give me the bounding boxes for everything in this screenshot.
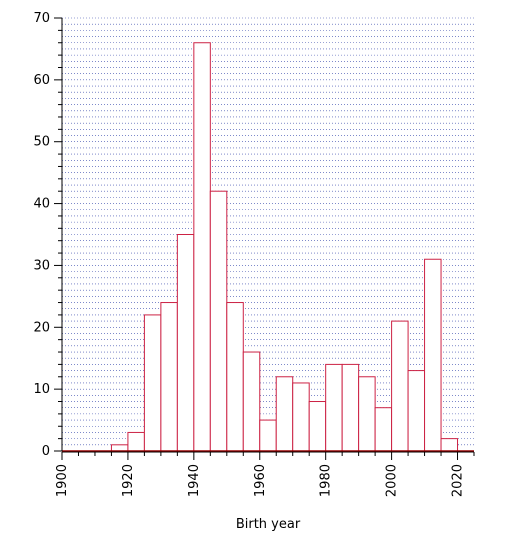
- x-tick-label: 1900: [55, 464, 70, 497]
- y-tick-label: 70: [33, 11, 50, 26]
- y-tick-label: 0: [42, 444, 50, 459]
- histogram-bar: [143, 314, 162, 452]
- y-tick-label: 50: [33, 135, 50, 150]
- histogram-bar: [440, 438, 459, 452]
- histogram-bar: [391, 320, 409, 452]
- histogram-bar: [275, 376, 294, 452]
- y-tick-label: 60: [33, 73, 50, 88]
- x-tick-label: 1920: [121, 464, 136, 497]
- y-tick-label: 10: [33, 382, 50, 397]
- x-tick-label: 1940: [187, 464, 202, 497]
- histogram-bars: [110, 42, 459, 452]
- x-axis-title: Birth year: [236, 517, 301, 532]
- histogram-bar: [259, 419, 277, 452]
- x-tick-label: 2020: [451, 464, 466, 497]
- histogram-bar: [424, 258, 442, 452]
- histogram-bar: [292, 382, 310, 452]
- x-tick-label: 1960: [253, 464, 268, 497]
- histogram-bar: [226, 302, 244, 452]
- histogram-bar: [374, 407, 393, 452]
- histogram-bar: [242, 351, 261, 452]
- histogram-bar: [176, 234, 195, 452]
- histogram-bar: [325, 363, 343, 452]
- histogram-bar: [341, 363, 360, 452]
- histogram-bar: [160, 302, 178, 452]
- histogram-bar: [209, 190, 228, 452]
- histogram-bar: [308, 401, 327, 452]
- x-tick-label: 2000: [385, 464, 400, 497]
- histogram-bar: [110, 444, 129, 452]
- y-tick-label: 40: [33, 197, 50, 212]
- x-tick-label: 1980: [319, 464, 334, 497]
- tick-labels: 0 10 20 30 40 50 60 70 1900 1920 1940 1960 1980 2000 2…: [33, 11, 465, 497]
- histogram-bar: [407, 370, 426, 452]
- y-tick-label: 20: [33, 320, 50, 335]
- histogram-bar: [358, 376, 376, 452]
- axes: [54, 17, 475, 460]
- y-tick-label: 30: [33, 258, 50, 273]
- histogram-bar: [127, 431, 145, 452]
- histogram-bar: [193, 42, 211, 452]
